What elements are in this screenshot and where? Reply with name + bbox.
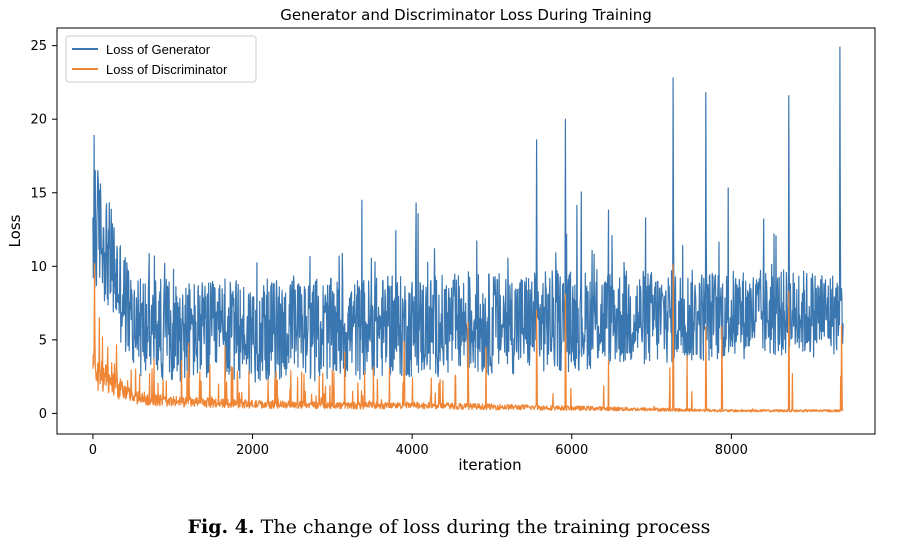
y-tick-label-1: 5 [39, 333, 47, 348]
x-tick-label-1: 2000 [236, 443, 269, 458]
y-tick-label-5: 25 [30, 39, 47, 54]
y-tick-label-0: 0 [39, 407, 47, 422]
x-axis-label: iteration [458, 456, 521, 474]
caption-text: The change of loss during the training p… [260, 516, 711, 538]
caption-label: Fig. 4. [187, 516, 255, 538]
x-axis-ticks: 0 2000 4000 6000 8000 [89, 434, 748, 458]
legend-label-generator: Loss of Generator [106, 42, 211, 57]
x-tick-label-4: 8000 [715, 443, 748, 458]
x-tick-label-2: 4000 [396, 443, 429, 458]
series-line-discriminator [92, 262, 844, 413]
y-tick-label-3: 15 [30, 186, 47, 201]
x-tick-label-3: 6000 [555, 443, 588, 458]
legend-label-discriminator: Loss of Discriminator [106, 62, 228, 77]
plot-data [92, 46, 844, 413]
y-tick-label-4: 20 [30, 113, 47, 128]
y-tick-label-2: 10 [30, 260, 47, 275]
y-axis-ticks: 0 5 10 15 20 25 [30, 39, 57, 422]
legend-box [65, 35, 257, 83]
x-tick-label-0: 0 [89, 443, 97, 458]
plot-frame [56, 27, 876, 435]
y-axis-label: Loss [6, 214, 24, 247]
chart-title: Generator and Discriminator Loss During … [280, 6, 652, 24]
figure-caption: Fig. 4. The change of loss during the tr… [0, 516, 898, 538]
legend: Loss of Generator Loss of Discriminator [65, 35, 257, 83]
